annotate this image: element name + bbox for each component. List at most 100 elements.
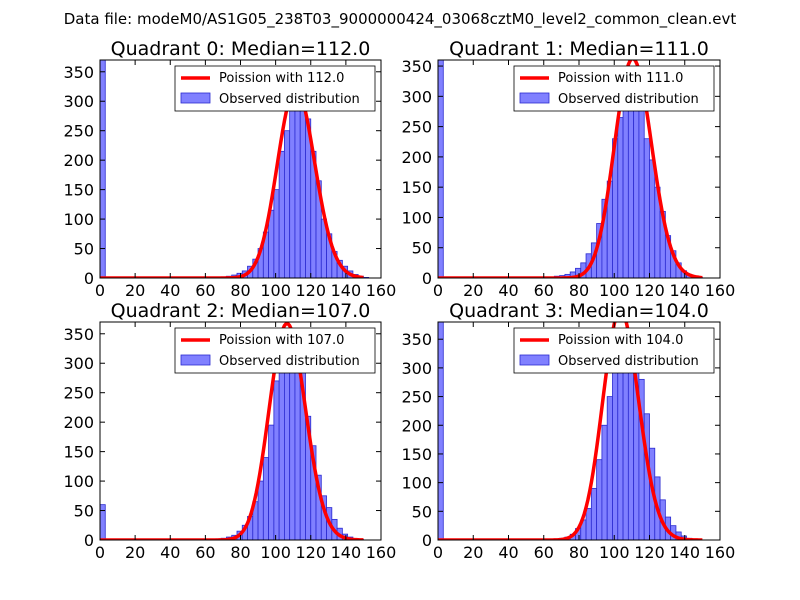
y-tick-label: 200 (401, 148, 432, 167)
x-tick-label: 120 (634, 281, 665, 300)
histogram-bar (284, 130, 291, 278)
y-tick-label: 200 (401, 416, 432, 435)
y-tick-label: 250 (401, 388, 432, 407)
histogram-bar (612, 367, 619, 540)
histogram-bar (606, 396, 613, 540)
x-tick-label: 40 (160, 281, 180, 300)
histogram-bar (278, 368, 285, 540)
legend-label-poisson: Poission with 104.0 (558, 333, 683, 348)
histogram-bar (590, 487, 598, 540)
y-tick-label: 300 (401, 87, 432, 106)
panel-quadrant-2: Quadrant 2: Median=107.00 20 40 60 80 100 120 1… (63, 300, 396, 562)
legend-box (513, 327, 715, 374)
y-tick-label: 200 (63, 413, 94, 432)
y-tick-label: 100 (401, 208, 432, 227)
histogram-bar (273, 189, 280, 278)
x-tick-label: 100 (260, 281, 291, 300)
panel-quadrant-3: Quadrant 3: Median=104.00 20 40 60 80 100 120 1… (401, 300, 735, 562)
x-tick-label: 0 (95, 543, 105, 562)
y-tick-label: 0 (422, 531, 432, 550)
legend-bar-swatch (180, 92, 211, 104)
histogram-bar (273, 380, 280, 540)
legend-label-observed: Observed distribution (558, 92, 699, 107)
histogram-bar (617, 117, 624, 278)
y-tick-label: 150 (63, 181, 94, 200)
panel-title: Quadrant 2: Median=107.0 (111, 300, 371, 322)
y-tick-label: 100 (63, 210, 94, 229)
legend-label-observed: Observed distribution (558, 354, 699, 369)
x-tick-label: 60 (534, 281, 554, 300)
histogram-bar (617, 356, 624, 540)
x-tick-label: 60 (534, 543, 554, 562)
y-tick-label: 50 (412, 502, 432, 521)
histogram-bar (438, 60, 444, 278)
x-tick-label: 20 (463, 281, 483, 300)
histogram-bar (278, 150, 285, 278)
x-tick-label: 40 (160, 543, 180, 562)
legend-label-observed: Observed distribution (219, 92, 360, 107)
x-tick-label: 100 (260, 543, 291, 562)
legend-box (513, 65, 715, 112)
x-tick-label: 20 (125, 543, 145, 562)
y-tick-label: 300 (63, 92, 94, 111)
legend: Poission with 104.0 Observed distribution (513, 327, 715, 374)
histogram-bar (289, 89, 296, 278)
x-tick-label: 140 (669, 281, 700, 300)
histogram-bar (100, 504, 106, 540)
histogram-bar (299, 94, 306, 278)
legend: Poission with 112.0 Observed distribution (174, 65, 376, 112)
y-tick-label: 250 (63, 384, 94, 403)
y-tick-label: 50 (74, 502, 94, 521)
y-tick-label: 300 (63, 354, 94, 373)
legend-bar-swatch (519, 92, 550, 104)
histogram-bar (262, 457, 269, 540)
y-tick-label: 350 (63, 325, 94, 344)
histogram-bar (601, 424, 608, 540)
x-tick-label: 140 (669, 543, 700, 562)
x-tick-label: 160 (366, 543, 397, 562)
legend: Poission with 111.0 Observed distribution (513, 65, 715, 112)
histogram-bar (638, 89, 645, 278)
histogram-bar (585, 508, 592, 540)
x-tick-label: 40 (498, 281, 518, 300)
x-tick-label: 60 (195, 543, 215, 562)
y-tick-label: 50 (74, 240, 94, 259)
histogram-bar (596, 459, 603, 540)
legend-bar-swatch (180, 354, 211, 366)
x-tick-label: 140 (331, 543, 362, 562)
panel-quadrant-1: Quadrant 1: Median=111.00 20 40 60 80 100 120 1… (401, 38, 735, 300)
y-tick-label: 350 (401, 57, 432, 76)
y-tick-label: 150 (401, 178, 432, 197)
panels: Quadrant 0: Median=112.00 20 40 60 80 100 120 1… (63, 38, 735, 562)
panel-title: Quadrant 1: Median=111.0 (449, 38, 709, 60)
poisson-curve (438, 322, 703, 540)
x-tick-label: 160 (705, 281, 736, 300)
x-tick-label: 0 (95, 281, 105, 300)
x-tick-label: 20 (463, 543, 483, 562)
histogram-bar (643, 138, 650, 278)
y-tick-label: 0 (422, 269, 432, 288)
x-tick-label: 120 (634, 543, 665, 562)
x-tick-label: 120 (295, 543, 326, 562)
histogram-bar (257, 480, 264, 540)
x-tick-label: 0 (433, 543, 443, 562)
plot-area (438, 322, 703, 540)
y-tick-label: 100 (63, 472, 94, 491)
y-tick-label: 250 (401, 118, 432, 137)
y-tick-label: 100 (401, 474, 432, 493)
legend-label-poisson: Poission with 112.0 (219, 71, 344, 86)
x-tick-label: 160 (705, 543, 736, 562)
panel-title: Quadrant 0: Median=112.0 (111, 38, 371, 60)
legend-label-poisson: Poission with 111.0 (558, 71, 683, 86)
figure-suptitle: Data file: modeM0/AS1G05_238T03_90000004… (64, 10, 737, 29)
y-tick-label: 350 (401, 330, 432, 349)
y-tick-label: 300 (401, 359, 432, 378)
x-tick-label: 20 (125, 281, 145, 300)
legend-label-poisson: Poission with 107.0 (219, 333, 344, 348)
x-tick-label: 160 (366, 281, 397, 300)
x-tick-label: 100 (599, 281, 630, 300)
x-tick-label: 80 (230, 543, 250, 562)
y-tick-label: 150 (63, 443, 94, 462)
y-tick-label: 0 (84, 531, 94, 550)
